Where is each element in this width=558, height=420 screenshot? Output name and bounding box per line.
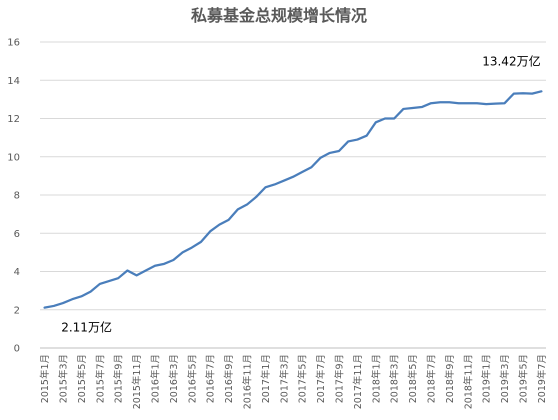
x-tick-label: 2016年5月 [186, 354, 198, 403]
data-label: 2.11万亿 [61, 320, 112, 335]
y-axis: 0 2 4 6 8 10 12 14 16 [7, 38, 20, 355]
x-tick-label: 2016年1月 [150, 354, 162, 403]
y-tick-label: 14 [7, 76, 20, 87]
x-tick-label: 2017年1月 [260, 354, 272, 403]
x-tick-label: 2016年7月 [205, 354, 217, 403]
y-tick-label: 16 [7, 38, 20, 49]
series-line [43, 90, 543, 309]
x-tick-label: 2018年1月 [370, 354, 382, 403]
y-tick-label: 2 [14, 305, 20, 316]
x-tick-label: 2016年9月 [223, 354, 235, 403]
x-tick-label: 2018年7月 [426, 354, 438, 403]
x-tick-label: 2017年7月 [315, 354, 327, 403]
series-layer [43, 90, 543, 309]
x-tick-label: 2017年3月 [278, 354, 290, 403]
annotations: 2.11万亿 13.42万亿 [61, 53, 540, 334]
x-tick-label: 2019年1月 [481, 354, 493, 403]
x-tick-label: 2019年7月 [536, 354, 548, 403]
y-tick-label: 8 [14, 191, 20, 202]
y-tick-label: 0 [14, 344, 20, 355]
x-tick-label: 2019年3月 [499, 354, 511, 403]
chart-title: 私募基金总规模增长情况 [191, 6, 367, 25]
x-axis: 2015年1月 2015年3月 2015年5月 2015年7月 2015年9月 2015年… [39, 347, 548, 409]
x-tick-label: 2015年3月 [58, 354, 70, 403]
x-tick-label: 2016年11月 [242, 354, 254, 409]
y-tick-label: 6 [14, 229, 20, 240]
x-tick-label: 2017年5月 [297, 354, 309, 403]
x-tick-label: 2015年5月 [76, 354, 88, 403]
y-tick-label: 12 [7, 114, 20, 125]
x-tick-label: 2015年1月 [39, 354, 51, 403]
x-tick-label: 2017年9月 [334, 354, 346, 403]
x-tick-label: 2015年7月 [94, 354, 106, 403]
x-tick-label: 2016年3月 [168, 354, 180, 403]
x-tick-label: 2018年11月 [462, 354, 474, 409]
x-tick-label: 2018年3月 [389, 354, 401, 403]
x-tick-label: 2015年11月 [131, 354, 143, 409]
x-tick-label: 2019年5月 [518, 354, 530, 403]
y-tick-label: 10 [7, 152, 20, 163]
data-label: 13.42万亿 [482, 53, 540, 68]
x-tick-label: 2015年9月 [113, 354, 125, 403]
x-tick-label: 2017年11月 [352, 354, 364, 409]
gridlines [40, 41, 546, 311]
y-tick-label: 4 [14, 267, 20, 278]
x-tick-label: 2018年5月 [407, 354, 419, 403]
x-tick-label: 2018年9月 [444, 354, 456, 403]
